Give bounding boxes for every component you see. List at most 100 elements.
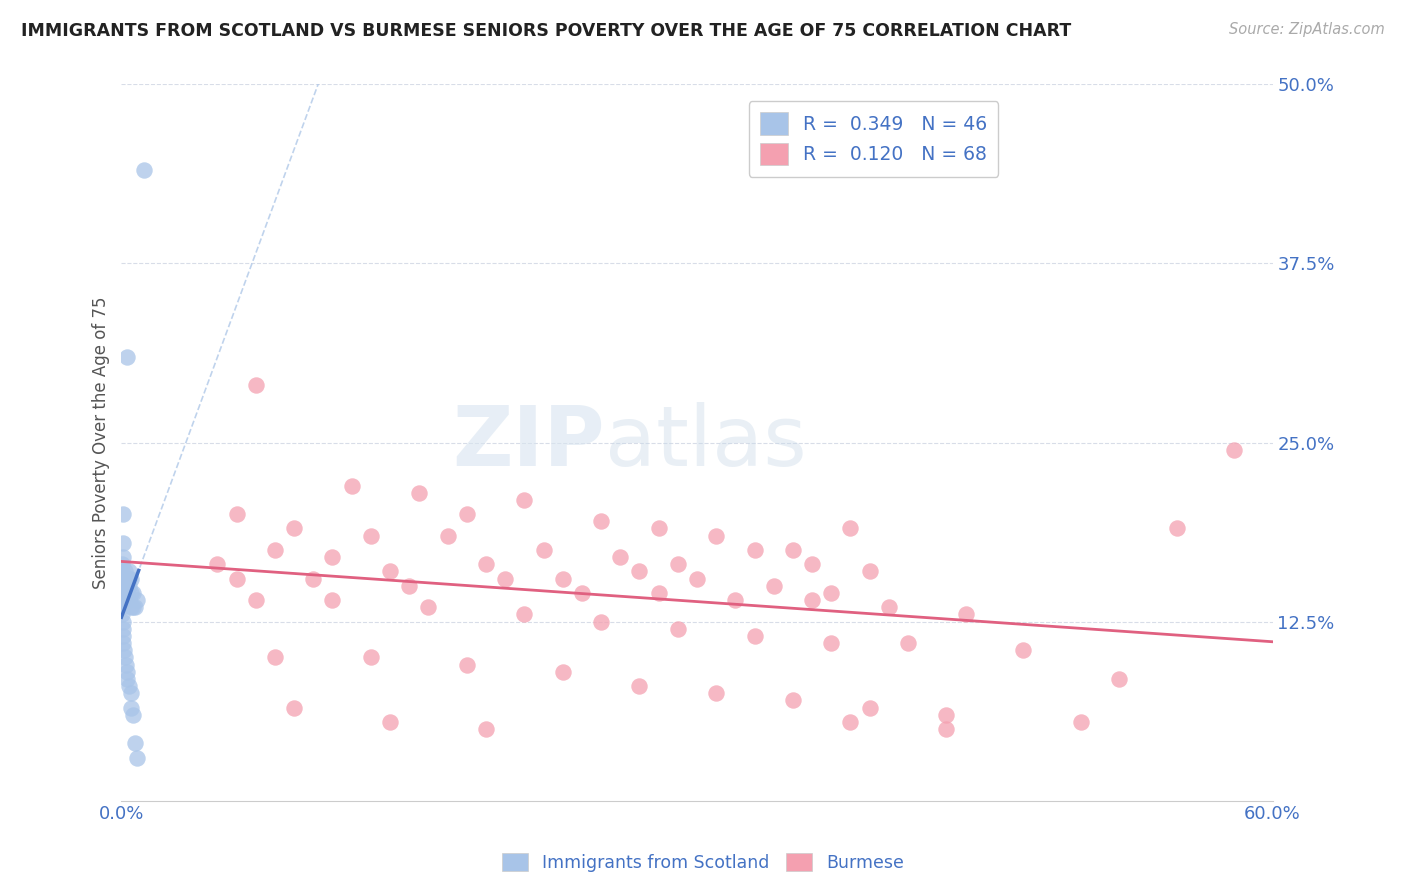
Point [686,572,709,586]
Point [245,593,267,607]
Point [513,492,536,507]
Point [125,593,148,607]
Point [115,665,138,679]
Point [666,558,689,572]
Y-axis label: Seniors Poverty Over the Age of 75: Seniors Poverty Over the Age of 75 [93,296,110,589]
Point [475,558,498,572]
Point [264,543,287,558]
Point [118,565,141,579]
Point [801,558,824,572]
Point [124,736,146,750]
Point [418,600,440,615]
Point [122,586,145,600]
Point [589,514,612,528]
Point [264,650,287,665]
Point [225,572,247,586]
Point [782,693,804,707]
Point [360,650,382,665]
Point [120,700,142,714]
Point [1070,714,1092,729]
Point [115,657,138,672]
Point [112,550,135,565]
Point [839,521,862,535]
Point [283,521,305,535]
Point [724,593,747,607]
Point [111,607,134,622]
Point [456,657,478,672]
Point [494,572,516,586]
Point [115,579,138,593]
Point [321,550,343,565]
Point [118,679,141,693]
Point [475,722,498,736]
Point [245,378,267,392]
Point [112,636,135,650]
Point [111,600,134,615]
Point [112,643,135,657]
Point [1223,442,1246,457]
Point [122,707,145,722]
Point [321,593,343,607]
Point [456,507,478,521]
Point [124,600,146,615]
Point [118,572,141,586]
Point [111,622,134,636]
Text: atlas: atlas [605,402,807,483]
Point [360,528,382,542]
Point [134,163,156,178]
Point [302,572,325,586]
Point [283,700,305,714]
Point [340,478,363,492]
Point [120,586,142,600]
Point [1012,643,1035,657]
Legend: Immigrants from Scotland, Burmese: Immigrants from Scotland, Burmese [495,847,911,879]
Point [225,507,247,521]
Point [111,629,134,643]
Point [115,586,138,600]
Point [859,700,882,714]
Point [820,636,842,650]
Point [114,565,136,579]
Point [114,572,136,586]
Point [897,636,920,650]
Point [609,550,631,565]
Point [122,600,145,615]
Point [111,615,134,629]
Point [859,565,882,579]
Text: Source: ZipAtlas.com: Source: ZipAtlas.com [1229,22,1385,37]
Point [398,579,420,593]
Point [935,707,957,722]
Point [571,586,593,600]
Point [111,586,134,600]
Point [408,485,430,500]
Point [704,528,727,542]
Point [115,572,138,586]
Point [115,350,138,364]
Point [114,650,136,665]
Point [378,565,401,579]
Point [513,607,536,622]
Point [647,521,669,535]
Point [762,579,785,593]
Point [125,750,148,764]
Point [115,672,138,686]
Point [744,543,766,558]
Point [120,686,142,700]
Point [436,528,458,542]
Point [551,572,574,586]
Point [112,572,135,586]
Point [111,593,134,607]
Point [118,579,141,593]
Point [1166,521,1188,535]
Text: IMMIGRANTS FROM SCOTLAND VS BURMESE SENIORS POVERTY OVER THE AGE OF 75 CORRELATI: IMMIGRANTS FROM SCOTLAND VS BURMESE SENI… [21,22,1071,40]
Point [955,607,977,622]
Point [115,593,138,607]
Point [744,629,766,643]
Point [704,686,727,700]
Point [112,572,135,586]
Point [114,579,136,593]
Point [628,679,651,693]
Point [877,600,900,615]
Text: ZIP: ZIP [453,402,605,483]
Point [1108,672,1130,686]
